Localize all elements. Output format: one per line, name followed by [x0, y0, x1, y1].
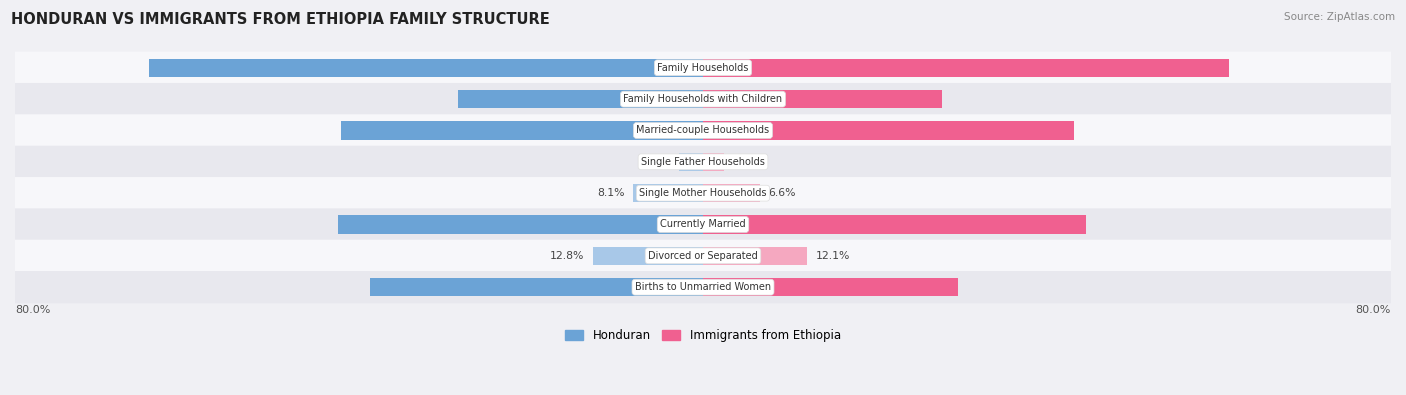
- Text: 80.0%: 80.0%: [15, 305, 51, 315]
- Text: 2.8%: 2.8%: [643, 157, 671, 167]
- Text: 8.1%: 8.1%: [598, 188, 624, 198]
- Bar: [703, 184, 759, 202]
- FancyBboxPatch shape: [15, 271, 1391, 303]
- Text: 80.0%: 80.0%: [1355, 305, 1391, 315]
- Bar: [703, 278, 959, 296]
- Legend: Honduran, Immigrants from Ethiopia: Honduran, Immigrants from Ethiopia: [561, 324, 845, 347]
- Bar: [703, 90, 942, 108]
- Text: 28.5%: 28.5%: [690, 94, 728, 104]
- Text: HONDURAN VS IMMIGRANTS FROM ETHIOPIA FAMILY STRUCTURE: HONDURAN VS IMMIGRANTS FROM ETHIOPIA FAM…: [11, 12, 550, 27]
- Bar: [593, 247, 703, 265]
- Bar: [458, 90, 703, 108]
- Text: 38.7%: 38.7%: [690, 282, 728, 292]
- Bar: [149, 59, 703, 77]
- Text: Married-couple Households: Married-couple Households: [637, 126, 769, 135]
- FancyBboxPatch shape: [15, 52, 1391, 84]
- Bar: [370, 278, 703, 296]
- Text: Family Households with Children: Family Households with Children: [623, 94, 783, 104]
- Text: 29.7%: 29.7%: [678, 282, 716, 292]
- Text: 42.5%: 42.5%: [690, 220, 728, 229]
- FancyBboxPatch shape: [15, 208, 1391, 241]
- Bar: [703, 153, 724, 171]
- Text: Source: ZipAtlas.com: Source: ZipAtlas.com: [1284, 12, 1395, 22]
- Bar: [703, 59, 1229, 77]
- Text: 64.4%: 64.4%: [690, 63, 728, 73]
- Bar: [340, 121, 703, 139]
- Text: 43.1%: 43.1%: [678, 126, 716, 135]
- Text: 27.8%: 27.8%: [678, 94, 716, 104]
- Text: 2.4%: 2.4%: [733, 157, 759, 167]
- Text: 12.1%: 12.1%: [815, 251, 851, 261]
- Text: 12.8%: 12.8%: [550, 251, 585, 261]
- Bar: [337, 215, 703, 233]
- Text: Births to Unmarried Women: Births to Unmarried Women: [636, 282, 770, 292]
- FancyBboxPatch shape: [15, 177, 1391, 209]
- Text: Single Mother Households: Single Mother Households: [640, 188, 766, 198]
- Bar: [633, 184, 703, 202]
- Text: Currently Married: Currently Married: [661, 220, 745, 229]
- Bar: [679, 153, 703, 171]
- Text: Single Father Households: Single Father Households: [641, 157, 765, 167]
- FancyBboxPatch shape: [15, 83, 1391, 115]
- FancyBboxPatch shape: [15, 240, 1391, 272]
- Bar: [703, 247, 807, 265]
- Bar: [703, 215, 1085, 233]
- Text: Family Households: Family Households: [658, 63, 748, 73]
- Text: Divorced or Separated: Divorced or Separated: [648, 251, 758, 261]
- Bar: [703, 121, 1074, 139]
- FancyBboxPatch shape: [15, 146, 1391, 178]
- Text: 6.6%: 6.6%: [768, 188, 796, 198]
- Text: 44.5%: 44.5%: [678, 220, 716, 229]
- Text: 61.2%: 61.2%: [678, 63, 716, 73]
- FancyBboxPatch shape: [15, 114, 1391, 147]
- Text: 42.1%: 42.1%: [690, 126, 728, 135]
